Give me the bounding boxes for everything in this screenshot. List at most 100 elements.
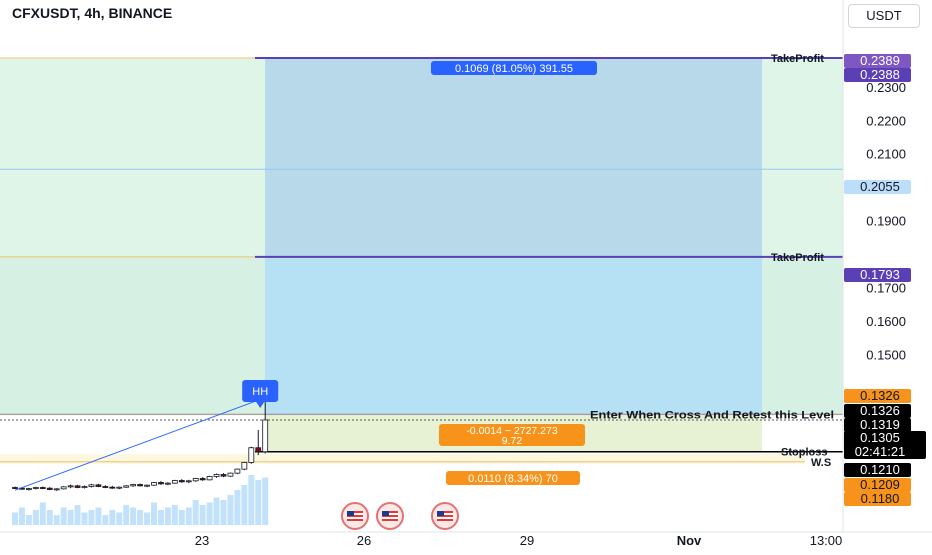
candle bbox=[130, 484, 137, 487]
candle bbox=[255, 447, 262, 453]
price-tag: 0.1319 bbox=[860, 417, 900, 432]
price-tag-box bbox=[844, 418, 911, 432]
volume-bar bbox=[81, 512, 88, 525]
price-tag: 0.1326 bbox=[860, 403, 900, 418]
candle bbox=[185, 480, 192, 483]
candle bbox=[171, 480, 178, 484]
volume-bar bbox=[130, 507, 137, 525]
entry-badge-box bbox=[439, 424, 585, 446]
candle bbox=[109, 486, 116, 489]
candle bbox=[137, 484, 144, 487]
price-tag: 0.2388 bbox=[860, 67, 900, 82]
price-tag-box bbox=[844, 463, 911, 477]
price-tag-box bbox=[844, 389, 911, 403]
price-tag-box bbox=[844, 404, 911, 418]
flag-stripe bbox=[437, 513, 453, 515]
candle bbox=[32, 487, 39, 489]
entry-badge-line1: -0.0014 ~ 2727.273 bbox=[466, 425, 558, 437]
candle bbox=[241, 462, 248, 470]
candle bbox=[95, 484, 102, 487]
candle bbox=[81, 486, 88, 488]
y-tick-label: 0.1600 bbox=[866, 314, 906, 329]
price-tag-box bbox=[844, 478, 911, 492]
candle bbox=[262, 419, 269, 453]
flag-stripe bbox=[437, 517, 453, 519]
y-tick-label: 0.1500 bbox=[866, 347, 906, 362]
candle bbox=[144, 484, 150, 487]
volume-bar bbox=[95, 507, 102, 525]
flag-stripes bbox=[382, 511, 398, 521]
volume-bar bbox=[185, 507, 192, 525]
volume-bar bbox=[248, 475, 255, 525]
volume-bar bbox=[109, 510, 116, 525]
volume-bar bbox=[116, 512, 123, 525]
price-tag: 0.2389 bbox=[860, 53, 900, 68]
flag-canton bbox=[437, 511, 444, 516]
volume-bar bbox=[262, 477, 269, 525]
volume-bar bbox=[178, 510, 185, 525]
takeprofit-label-1: TakeProfit bbox=[771, 53, 824, 65]
volume-bar bbox=[199, 505, 206, 525]
volume-bar bbox=[46, 510, 53, 525]
volume-bar bbox=[234, 490, 241, 525]
volume-bar bbox=[151, 502, 157, 525]
volume-bar bbox=[123, 505, 130, 525]
hh-label: HH bbox=[252, 386, 268, 398]
volume-bar bbox=[102, 515, 109, 525]
price-tag: 0.1793 bbox=[860, 267, 900, 282]
ws-label: W.S bbox=[811, 457, 831, 469]
x-tick-label: 29 bbox=[520, 533, 534, 548]
flag-stripe bbox=[347, 517, 363, 519]
volume-bar bbox=[192, 500, 199, 525]
candle bbox=[158, 482, 164, 485]
candle bbox=[192, 478, 199, 482]
price-tag-box bbox=[844, 68, 911, 82]
currency-button[interactable]: USDT bbox=[848, 4, 920, 28]
volume-bar bbox=[206, 502, 213, 525]
trend-line bbox=[14, 397, 266, 491]
stoploss-label: Stoploss bbox=[781, 447, 827, 459]
y-tick-label: 0.1700 bbox=[866, 280, 906, 295]
candle bbox=[220, 474, 227, 477]
volume-bar bbox=[60, 507, 67, 525]
countdown-timer: 02:41:21 bbox=[855, 444, 906, 459]
price-tag-box bbox=[844, 268, 911, 282]
candle bbox=[12, 487, 18, 489]
x-tick-label: 26 bbox=[357, 533, 371, 548]
candle bbox=[178, 480, 185, 483]
candle bbox=[248, 447, 255, 463]
price-tag: 0.1209 bbox=[860, 477, 900, 492]
flag-stripes bbox=[437, 511, 453, 521]
volume-bar bbox=[227, 495, 234, 525]
x-tick-label: 23 bbox=[195, 533, 209, 548]
candle bbox=[53, 488, 60, 491]
candle bbox=[74, 485, 81, 488]
symbol-title: CFXUSDT, 4h, BINANCE bbox=[12, 5, 173, 21]
price-tag-box bbox=[844, 492, 911, 506]
takeprofit-label-2: TakeProfit bbox=[771, 252, 824, 264]
candle bbox=[199, 478, 206, 481]
price-tag-box bbox=[844, 431, 926, 459]
flag-stripes bbox=[347, 511, 363, 521]
profit-badge: 0.1069 (81.05%) 391.55 bbox=[455, 63, 573, 75]
y-tick-label: 0.1900 bbox=[866, 214, 906, 229]
price-tag: 0.1210 bbox=[860, 462, 900, 477]
flag-canton bbox=[382, 511, 389, 516]
entry-badge-line2: 9.72 bbox=[502, 435, 523, 447]
volume-bar bbox=[39, 502, 46, 525]
candle bbox=[234, 468, 241, 474]
y-tick-label: 0.2100 bbox=[866, 147, 906, 162]
volume-bar bbox=[18, 507, 25, 525]
volume-bar bbox=[241, 485, 248, 525]
volume-bar bbox=[25, 515, 32, 525]
flag-stripe bbox=[382, 513, 398, 515]
candle bbox=[151, 482, 157, 486]
flag-stripe bbox=[382, 517, 398, 519]
volume-bar bbox=[220, 500, 227, 525]
volume-bar bbox=[255, 480, 262, 525]
loss-badge-box bbox=[446, 471, 580, 485]
loss-badge: 0.0110 (8.34%) 70 bbox=[468, 473, 558, 485]
candle bbox=[60, 486, 67, 490]
